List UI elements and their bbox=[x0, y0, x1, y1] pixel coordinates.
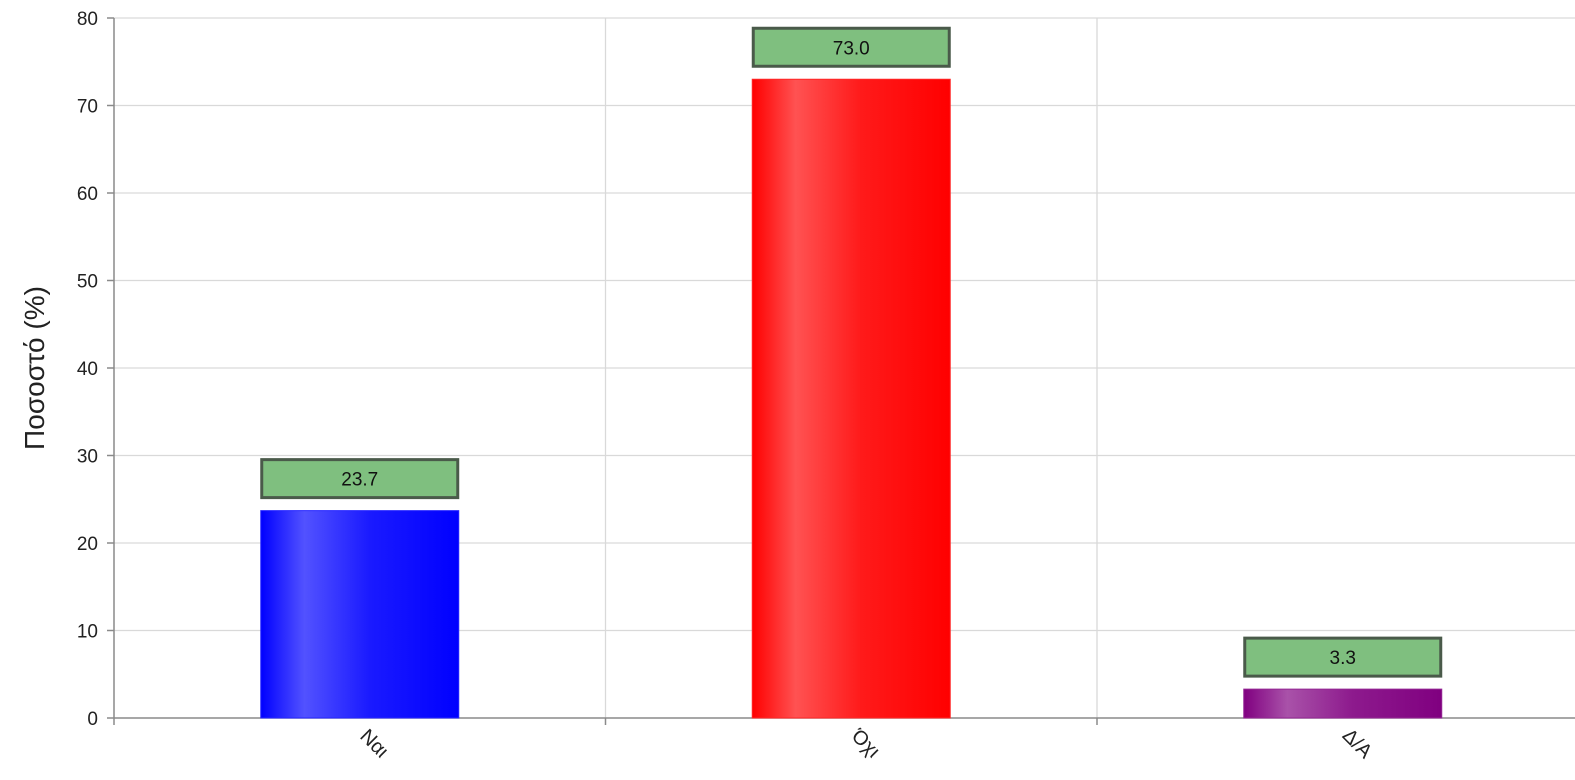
data-label-box bbox=[1243, 636, 1443, 678]
data-label: 3.3 bbox=[1330, 648, 1356, 669]
data-label: 23.7 bbox=[341, 470, 378, 491]
bars bbox=[260, 78, 1443, 719]
y-tick-label: 20 bbox=[77, 534, 98, 555]
y-tick-label: 0 bbox=[87, 709, 98, 730]
data-label-box bbox=[751, 26, 951, 68]
y-tick-label: 10 bbox=[77, 622, 98, 643]
data-labels: 23.7 73.0 3.3 bbox=[260, 26, 1443, 678]
bar-2 bbox=[751, 78, 951, 719]
data-label-box bbox=[260, 458, 460, 500]
y-tick-label: 30 bbox=[77, 447, 98, 468]
y-axis-title: Ποσοστό (%) bbox=[19, 286, 50, 450]
y-tick-label: 60 bbox=[77, 184, 98, 205]
y-tick-label: 70 bbox=[77, 97, 98, 118]
x-tick-label: Ναι bbox=[355, 725, 392, 762]
bar-1 bbox=[260, 510, 460, 719]
x-tick-label: Όχι bbox=[846, 725, 884, 763]
x-tick-label: Δ/Α bbox=[1338, 725, 1377, 764]
bar-3 bbox=[1243, 688, 1443, 719]
y-tick-label: 40 bbox=[77, 359, 98, 380]
y-tick-label: 80 bbox=[77, 9, 98, 30]
data-label: 73.0 bbox=[833, 38, 870, 59]
y-tick-label: 50 bbox=[77, 272, 98, 293]
